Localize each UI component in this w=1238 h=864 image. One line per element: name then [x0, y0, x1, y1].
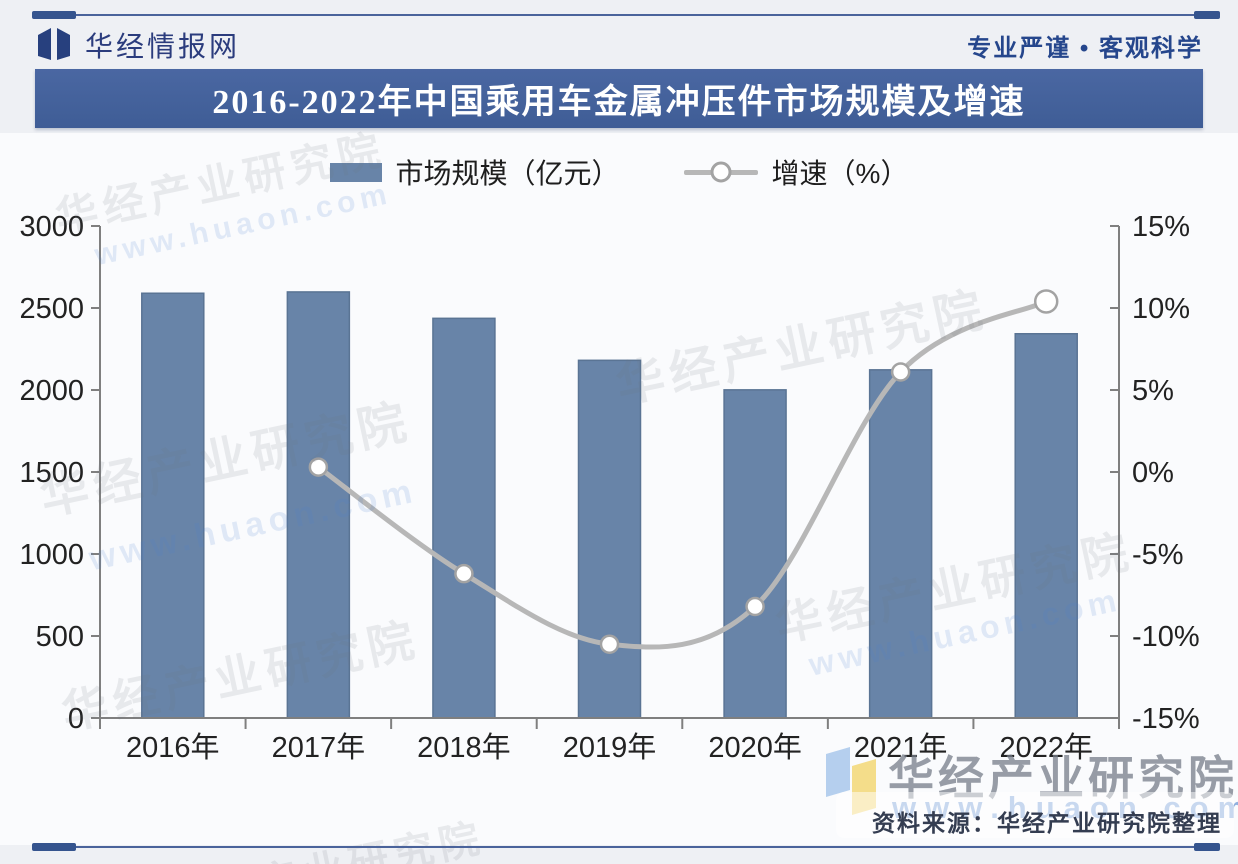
- growth-marker-2018年: [454, 563, 474, 584]
- x-axis-label-2018年: 2018年: [417, 731, 511, 764]
- right-axis-label-0%: 0%: [1132, 457, 1174, 489]
- bar-2017年: [286, 291, 351, 719]
- bar-2019年: [577, 359, 642, 719]
- left-axis-label-3000: 3000: [19, 211, 84, 243]
- growth-marker-2021年: [890, 362, 911, 382]
- header: 华经情报网 专业严谨 • 客观科学: [35, 22, 1203, 68]
- right-axis-label--5%: -5%: [1132, 539, 1184, 571]
- growth-line: [315, 298, 1049, 650]
- brand-logo-icon: [38, 28, 70, 60]
- x-axis-label-2021年: 2021年: [854, 731, 948, 764]
- growth-marker-2020年: [745, 596, 765, 617]
- left-axis-label-0: 0: [68, 703, 84, 735]
- legend: 市场规模（亿元） 增速（%）: [0, 152, 1238, 192]
- x-axis-label-2017年: 2017年: [272, 731, 366, 764]
- legend-bar-label: 市场规模（亿元）: [395, 158, 620, 189]
- brand: 华经情报网: [35, 25, 240, 65]
- bar-2022年: [1014, 332, 1078, 719]
- left-axis-label-1000: 1000: [19, 539, 84, 571]
- top-divider-line: [32, 11, 1220, 19]
- x-axis-label-2020年: 2020年: [708, 731, 802, 764]
- left-axis-label-1500: 1500: [19, 457, 84, 489]
- header-slogan: 专业严谨 • 客观科学: [967, 34, 1203, 62]
- bar-2016年: [141, 292, 205, 719]
- bottom-divider-line: [32, 843, 1220, 851]
- legend-item-growth: 增速（%）: [683, 152, 909, 192]
- x-axis-label-2019年: 2019年: [563, 731, 657, 764]
- right-axis-label--10%: -10%: [1132, 621, 1200, 653]
- x-axis-label-2016年: 2016年: [126, 731, 220, 764]
- growth-marker-2019年: [599, 634, 620, 654]
- data-source-note: 资料来源：华经产业研究院整理: [872, 810, 1222, 836]
- left-axis-label-2000: 2000: [19, 375, 84, 407]
- x-axis-label-2022年: 2022年: [999, 731, 1093, 764]
- legend-item-market-size: 市场规模（亿元）: [329, 152, 620, 192]
- legend-line-label: 增速（%）: [771, 158, 909, 189]
- left-axis-label-500: 500: [36, 621, 84, 653]
- bar-2018年: [432, 317, 496, 719]
- legend-bar-swatch: [329, 162, 382, 182]
- growth-marker-2017年: [308, 457, 329, 477]
- right-axis-label-10%: 10%: [1132, 293, 1190, 325]
- growth-marker-2022年: [1033, 289, 1059, 314]
- legend-line-marker-icon: [710, 161, 732, 183]
- brand-name: 华经情报网: [85, 31, 241, 62]
- bar-2021年: [868, 369, 933, 719]
- right-axis-label-5%: 5%: [1132, 375, 1174, 407]
- legend-line-swatch: [683, 161, 758, 183]
- right-axis-label--15%: -15%: [1132, 703, 1200, 735]
- right-axis-label-15%: 15%: [1132, 211, 1190, 243]
- left-axis-label-2500: 2500: [19, 293, 84, 325]
- source-band: [836, 792, 1234, 838]
- bar-2020年: [723, 389, 787, 719]
- title-banner: 2016-2022年中国乘用车金属冲压件市场规模及增速: [35, 69, 1203, 128]
- chart-title: 2016-2022年中国乘用车金属冲压件市场规模及增速: [212, 84, 1026, 121]
